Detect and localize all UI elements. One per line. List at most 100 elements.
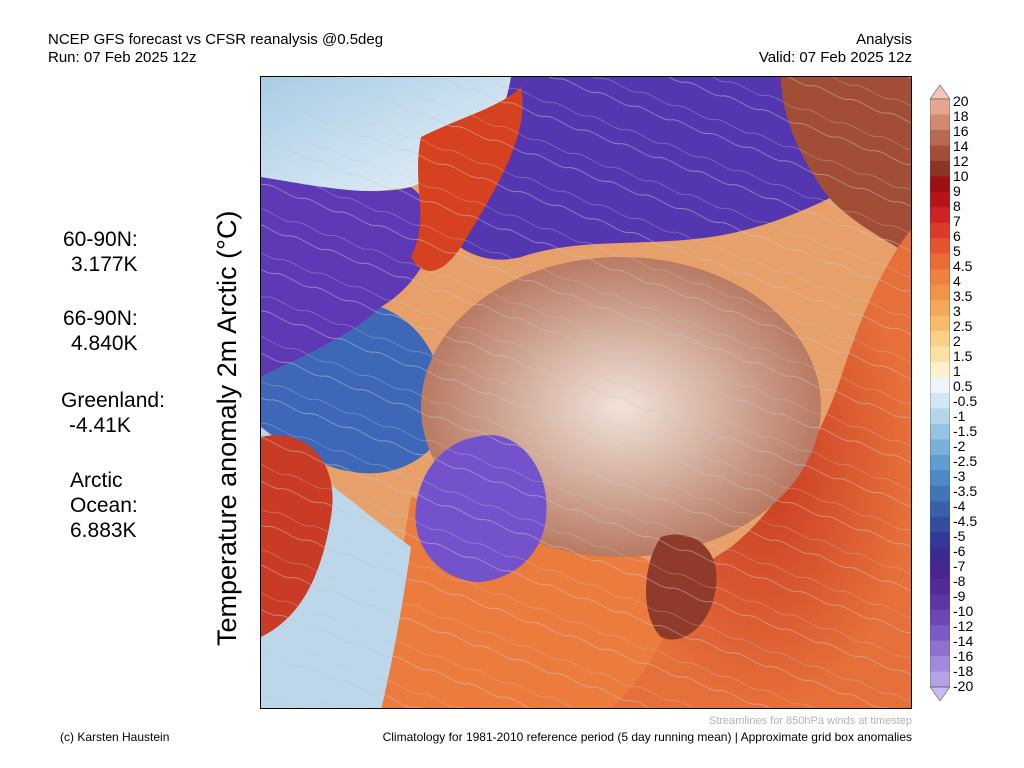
colorbar-swatch — [930, 160, 950, 177]
colorbar-label: 2 — [953, 333, 961, 349]
colorbar-label: -2 — [953, 438, 966, 454]
colorbar-swatch — [930, 284, 950, 301]
colorbar-label: 12 — [953, 153, 969, 169]
stat-60-90n: 60-90N: 3.177K — [63, 227, 138, 277]
header-run: Run: 07 Feb 2025 12z — [48, 49, 197, 66]
colorbar-swatch — [930, 176, 950, 193]
colorbar-swatch — [930, 129, 950, 146]
header-valid: Valid: 07 Feb 2025 12z — [758, 49, 912, 66]
colorbar-frame — [930, 98, 950, 688]
colorbar-label: -2.5 — [953, 453, 978, 469]
colorbar-swatch — [930, 377, 950, 394]
stat-arctic-ocean: Arctic Ocean: 6.883K — [70, 468, 138, 543]
colorbar-swatch — [930, 362, 950, 379]
climatology-note: Climatology for 1981-2010 reference peri… — [382, 730, 912, 744]
colorbar-label: -6 — [953, 543, 966, 559]
colorbar-swatch — [930, 99, 950, 115]
colorbar-label: -1.5 — [953, 423, 978, 439]
colorbar-swatch — [930, 625, 950, 642]
stat-label-line1: Arctic — [70, 469, 123, 492]
colorbar-swatch — [930, 423, 950, 440]
stat-value: 4.840K — [71, 332, 138, 355]
colorbar-swatch — [930, 609, 950, 626]
colorbar-label: 3 — [953, 303, 961, 319]
credit: (c) Karsten Haustein — [60, 730, 170, 744]
streamlines-overlay — [261, 77, 911, 708]
stat-label-line2: Ocean: — [70, 494, 138, 517]
streamlines-note: Streamlines for 850hPa winds at timestep — [709, 715, 912, 727]
colorbar-swatch — [930, 578, 950, 595]
stat-label: 66-90N: — [63, 307, 138, 330]
colorbar-label: -12 — [953, 618, 974, 634]
colorbar — [930, 85, 950, 701]
colorbar-label: 5 — [953, 243, 961, 259]
anomaly-map-svg — [261, 77, 911, 708]
vertical-title: Temperature anomaly 2m Arctic (°C) — [212, 210, 242, 646]
colorbar-swatch — [930, 470, 950, 487]
colorbar-swatch — [930, 269, 950, 286]
stat-greenland: Greenland: -4.41K — [61, 388, 165, 438]
colorbar-label: 3.5 — [953, 288, 973, 304]
colorbar-bottom-arrow — [930, 686, 950, 701]
colorbar-label: -10 — [953, 603, 974, 619]
colorbar-swatch — [930, 594, 950, 611]
colorbar-swatch — [930, 207, 950, 224]
colorbar-swatch — [930, 516, 950, 533]
stat-66-90n: 66-90N: 4.840K — [63, 306, 138, 356]
colorbar-label: 4 — [953, 273, 961, 289]
colorbar-swatch — [930, 547, 950, 564]
colorbar-swatch — [930, 222, 950, 239]
colorbar-label: -7 — [953, 558, 966, 574]
stat-value: -4.41K — [69, 414, 131, 437]
colorbar-label: -4 — [953, 498, 966, 514]
stat-value: 6.883K — [70, 519, 137, 542]
colorbar-label: -3 — [953, 468, 966, 484]
colorbar-label: 6 — [953, 228, 961, 244]
colorbar-label: -1 — [953, 408, 966, 424]
colorbar-swatch — [930, 501, 950, 518]
colorbar-swatch — [930, 300, 950, 317]
colorbar-swatch — [930, 145, 950, 162]
colorbar-swatch — [930, 253, 950, 270]
colorbar-label: 1 — [953, 363, 961, 379]
colorbar-swatch — [930, 454, 950, 471]
colorbar-label: -4.5 — [953, 513, 978, 529]
colorbar-label: 18 — [953, 108, 969, 124]
colorbar-label: -0.5 — [953, 393, 978, 409]
colorbar-swatch — [930, 563, 950, 580]
colorbar-swatch — [930, 532, 950, 549]
stat-value: 3.177K — [71, 253, 138, 276]
colorbar-label: -18 — [953, 663, 974, 679]
anomaly-map — [260, 76, 912, 709]
colorbar-swatch — [930, 346, 950, 363]
colorbar-swatch — [930, 114, 950, 131]
colorbar-swatch — [930, 331, 950, 348]
colorbar-label: 0.5 — [953, 378, 973, 394]
colorbar-top-arrow — [930, 85, 950, 100]
colorbar-swatch — [930, 191, 950, 208]
colorbar-swatch — [930, 315, 950, 332]
colorbar-swatch — [930, 408, 950, 425]
colorbar-swatch — [930, 238, 950, 255]
colorbar-label: 16 — [953, 123, 969, 139]
colorbar-label: 20 — [953, 93, 969, 109]
colorbar-label: -3.5 — [953, 483, 978, 499]
colorbar-label: -20 — [953, 678, 974, 694]
colorbar-label: 10 — [953, 168, 969, 184]
header-analysis: Analysis — [856, 31, 912, 48]
colorbar-label: 9 — [953, 183, 961, 199]
colorbar-swatch — [930, 640, 950, 657]
colorbar-label: 2.5 — [953, 318, 973, 334]
colorbar-label: 4.5 — [953, 258, 973, 274]
colorbar-label: 7 — [953, 213, 961, 229]
colorbar-label: -8 — [953, 573, 966, 589]
colorbar-swatch — [930, 439, 950, 456]
colorbar-label: 8 — [953, 198, 961, 214]
colorbar-swatch — [930, 485, 950, 502]
colorbar-swatch — [930, 393, 950, 409]
colorbar-swatch — [930, 671, 950, 688]
header-title: NCEP GFS forecast vs CFSR reanalysis @0.… — [48, 31, 384, 48]
colorbar-label: 1.5 — [953, 348, 973, 364]
colorbar-label: -14 — [953, 633, 974, 649]
stat-label: 60-90N: — [63, 228, 138, 251]
